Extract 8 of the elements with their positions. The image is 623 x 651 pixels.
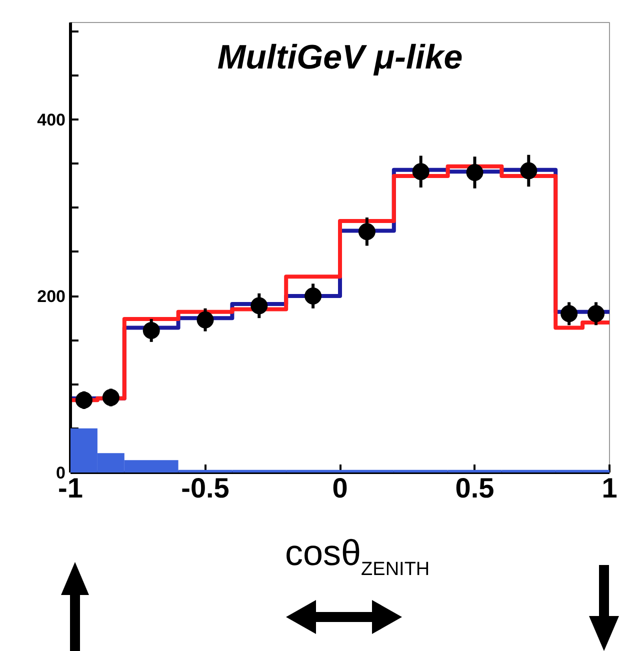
x-tick-label: 0.5	[455, 472, 494, 504]
y-tick-label: 200	[37, 287, 66, 306]
x-tick-label: 1	[602, 472, 618, 504]
y-tick-label: 400	[37, 110, 66, 130]
x-tick-label: 0	[332, 472, 348, 504]
x-tick-label: -0.5	[181, 472, 230, 504]
x-axis-title: cosθ$_{ZENITH}$	[285, 532, 430, 580]
text: MultiGeV μ-like	[217, 38, 463, 76]
